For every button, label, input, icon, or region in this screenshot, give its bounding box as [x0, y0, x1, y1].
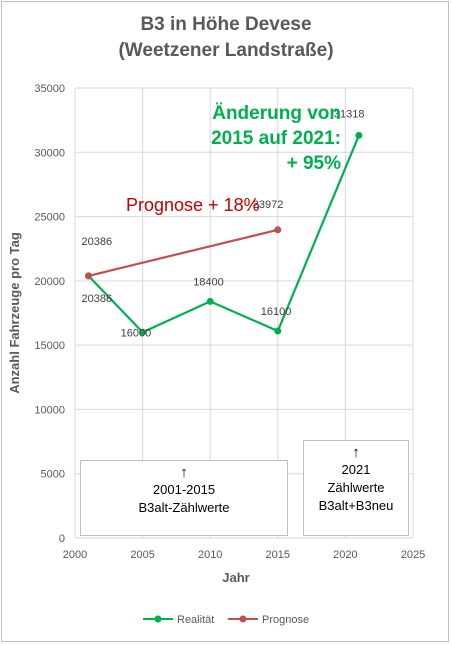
axis-ticks: 2000 2005 2010 2015 2020 2025 0 5000 10000 15000 2…: [34, 83, 425, 561]
data-label: 31318: [334, 108, 365, 120]
box-left-line2: B3alt-Zählwerte: [138, 500, 230, 515]
chart-title-line2: (Weetzener Landstraße): [118, 40, 334, 61]
data-point: [274, 327, 282, 335]
x-tick-label: 2005: [130, 549, 154, 561]
x-tick-label: 2020: [333, 549, 357, 561]
info-box-2021: ↑ 2021 Zählwerte B3alt+B3neu: [303, 440, 409, 536]
legend-prognose-label: Prognose: [262, 614, 309, 626]
x-axis-title: Jahr: [222, 570, 249, 585]
x-tick-label: 2025: [401, 549, 425, 561]
up-arrow-icon: ↑: [352, 444, 360, 461]
series-line-prognose: [88, 228, 279, 277]
box-left-line1: 2001-2015: [152, 482, 216, 497]
data-label: 20386: [82, 293, 113, 305]
data-label: 23972: [253, 199, 284, 211]
y-tick-label: 15000: [34, 340, 65, 352]
legend-realitaet-label: Realität: [177, 614, 214, 626]
y-tick-label: 10000: [34, 404, 65, 416]
box-right-line1: 2021: [341, 462, 371, 477]
x-tick-label: 2015: [266, 549, 290, 561]
y-tick-label: 35000: [34, 83, 65, 95]
change-annotation-line3: + 95%: [287, 153, 342, 174]
y-tick-label: 25000: [34, 212, 65, 224]
data-point: [355, 131, 363, 139]
data-label: 16000: [121, 327, 152, 339]
y-axis-title: Anzahl Fahrzeuge pro Tag: [7, 232, 22, 394]
legend-prognose-marker: [239, 615, 247, 623]
up-arrow-icon: ↑: [180, 464, 188, 481]
series-lines: [85, 131, 363, 336]
prognose-annotation: Prognose + 18%: [126, 195, 260, 215]
change-annotation-line2: 2015 auf 2021:: [211, 128, 341, 149]
y-tick-label: 0: [59, 533, 65, 545]
box-right-line2: Zählwerte: [327, 480, 385, 495]
change-annotation-line1: Änderung von: [212, 103, 341, 124]
x-tick-label: 2010: [198, 549, 222, 561]
data-label: 18400: [193, 276, 224, 288]
data-label: 20386: [82, 236, 113, 248]
x-tick-label: 2000: [63, 549, 87, 561]
data-point: [139, 328, 147, 336]
chart-title-line1: B3 in Höhe Devese: [140, 14, 312, 35]
data-label: 16100: [261, 306, 292, 318]
y-tick-label: 30000: [34, 147, 65, 159]
legend: Realität Prognose: [143, 614, 309, 626]
data-point: [206, 297, 214, 305]
y-tick-label: 5000: [41, 469, 65, 481]
legend-realitaet-marker: [154, 615, 162, 623]
data-point: [274, 226, 282, 234]
data-point: [85, 272, 93, 280]
box-right-line3: B3alt+B3neu: [318, 498, 394, 513]
info-box-2001-2015: ↑ 2001-2015 B3alt-Zählwerte: [80, 460, 288, 536]
data-labels: 20386 16000 18400 16100 31318 20386 23972: [82, 108, 365, 339]
y-tick-label: 20000: [34, 276, 65, 288]
